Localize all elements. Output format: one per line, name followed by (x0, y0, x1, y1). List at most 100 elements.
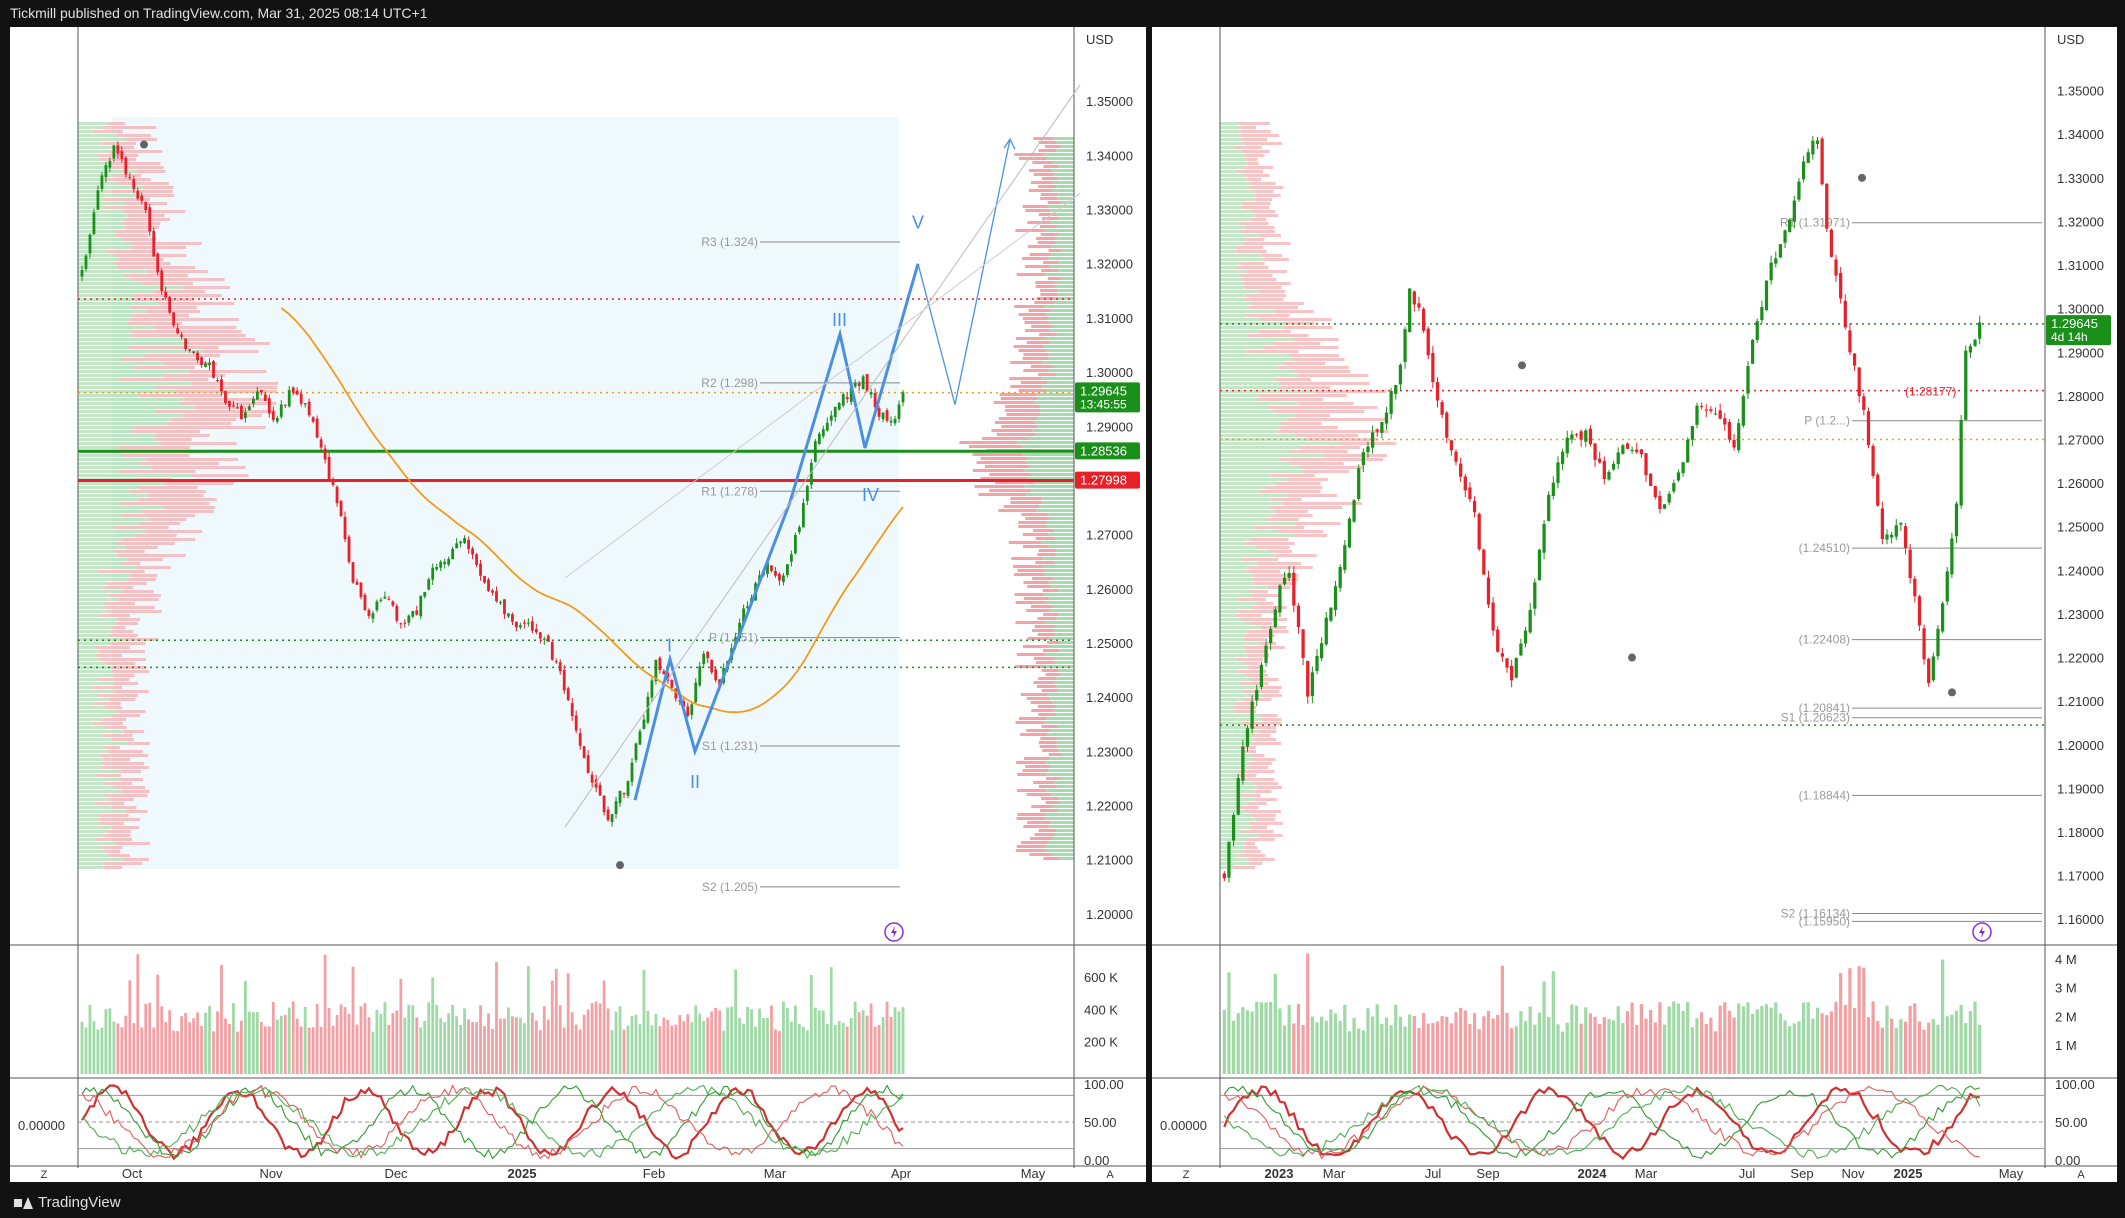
vp-bar-down (1247, 334, 1309, 337)
volume-bar (546, 1019, 550, 1074)
vp-bar-up (78, 658, 100, 661)
vp-bar-up (1220, 170, 1237, 173)
lightning-icon[interactable] (884, 922, 904, 942)
vp-bar-down (183, 338, 256, 341)
vp-bar-down (192, 474, 249, 477)
vp-bar-down (117, 598, 159, 601)
rvp-bar-down (1005, 405, 1040, 408)
vp-bar-up (1220, 750, 1245, 753)
candle-body (355, 581, 359, 585)
vp-bar-down (1243, 646, 1285, 649)
vp-bar-down (1289, 450, 1348, 453)
volume-bar (240, 1020, 243, 1074)
rvp-bar-down (968, 445, 1022, 448)
candle-body (1435, 382, 1440, 401)
candle-body (343, 516, 347, 540)
vp-bar-down (121, 790, 150, 793)
vp-bar-down (1259, 714, 1278, 717)
vp-bar-down (1257, 730, 1277, 733)
vp-bar-up (78, 346, 129, 349)
vp-bar-down (1278, 458, 1383, 461)
rvp-bar-down (1030, 365, 1053, 368)
candle-body (1950, 538, 1954, 575)
vp-bar-up (78, 230, 116, 233)
vp-bar-down (1246, 174, 1270, 177)
vp-bar-up (1220, 538, 1252, 541)
volume-bar (403, 1017, 407, 1074)
rvp-bar-down (1025, 517, 1050, 520)
volume-bar (702, 1021, 706, 1074)
rvp-bar-up (1059, 673, 1074, 676)
vp-bar-down (1245, 350, 1299, 353)
vp-bar-down (123, 730, 145, 733)
volume-tick-label: 3 M (2055, 981, 2077, 996)
vp-bar-down (116, 622, 139, 625)
candle-body (1959, 420, 1963, 506)
y-tick-label: 1.28000 (2057, 389, 2104, 404)
rvp-bar-down (1022, 645, 1049, 648)
candle-body (1602, 460, 1606, 480)
y-tick-label: 1.25000 (2057, 520, 2104, 535)
vp-bar-up (78, 302, 159, 305)
vp-bar-up (78, 270, 148, 273)
volume-bar (654, 1013, 658, 1074)
lightning-icon[interactable] (1972, 922, 1992, 942)
candle-body (805, 486, 809, 501)
volume-bar (271, 1001, 275, 1074)
rvp-bar-up (1048, 645, 1074, 648)
vp-bar-down (1295, 434, 1359, 437)
daily-chart[interactable]: 1.350001.340001.330001.320001.310001.300… (10, 27, 1146, 1182)
x-tick-label: Nov (259, 1166, 283, 1181)
candle-body (1811, 140, 1815, 155)
candle-body (1704, 409, 1708, 411)
volume-bar (88, 1004, 92, 1074)
vp-bar-up (78, 574, 131, 577)
candle-body (1931, 656, 1935, 681)
volume-bar (734, 969, 738, 1074)
rvp-bar-up (1044, 601, 1074, 604)
rvp-bar-down (998, 509, 1037, 512)
vp-bar-down (1244, 154, 1265, 157)
weekly-chart[interactable]: 1.350001.340001.330001.320001.310001.300… (1152, 27, 2117, 1182)
rvp-bar-down (1001, 425, 1038, 428)
rvp-bar-up (1046, 521, 1074, 524)
weekly-chart-panel[interactable]: 1.35000 1.34000 1.33000 1.32000 1.31000 1.300… (1152, 27, 2117, 1182)
footer-brand[interactable]: TradingView (38, 1194, 121, 1211)
vp-bar-down (102, 198, 151, 201)
vp-bar-up (1220, 390, 1315, 393)
x-tick-label: 2024 (1578, 1166, 1608, 1181)
vp-bar-up (78, 338, 184, 341)
volume-bar (833, 1024, 837, 1074)
volume-bar (1964, 1022, 1968, 1074)
candle-body (1662, 504, 1667, 509)
daily-chart-panel[interactable]: 1.35000 1.34000 1.33000 1.32000 1.31000 1.300… (10, 27, 1146, 1182)
vp-bar-down (111, 826, 140, 829)
vp-bar-up (78, 670, 112, 673)
vp-bar-down (1245, 838, 1275, 841)
candle-body (96, 190, 100, 210)
volume-bar (714, 1007, 718, 1074)
candle-body (682, 701, 686, 707)
rvp-bar-down (1023, 545, 1049, 548)
vp-bar-up (1220, 434, 1296, 437)
projection-arrow-icon (1003, 137, 1016, 150)
candle-body (172, 312, 176, 326)
vp-bar-up (1220, 302, 1252, 305)
vp-bar-up (1220, 330, 1260, 333)
rvp-bar-up (1044, 153, 1074, 156)
volume-bar (1649, 1009, 1653, 1074)
vp-bar-up (1220, 774, 1237, 777)
rvp-bar-down (1022, 769, 1049, 772)
volume-bar (84, 1027, 88, 1074)
rvp-bar-down (1020, 693, 1048, 696)
volume-bar (303, 1006, 307, 1074)
rvp-bar-down (1029, 853, 1052, 856)
vp-bar-down (131, 334, 246, 337)
volume-bar (849, 1018, 853, 1074)
rvp-bar-down (1020, 381, 1048, 384)
volume-bar (196, 1012, 199, 1074)
vp-bar-up (78, 150, 109, 153)
y-tick-label: 1.35000 (2057, 84, 2104, 99)
candle-body (1825, 183, 1829, 229)
volume-bar (116, 1023, 120, 1074)
